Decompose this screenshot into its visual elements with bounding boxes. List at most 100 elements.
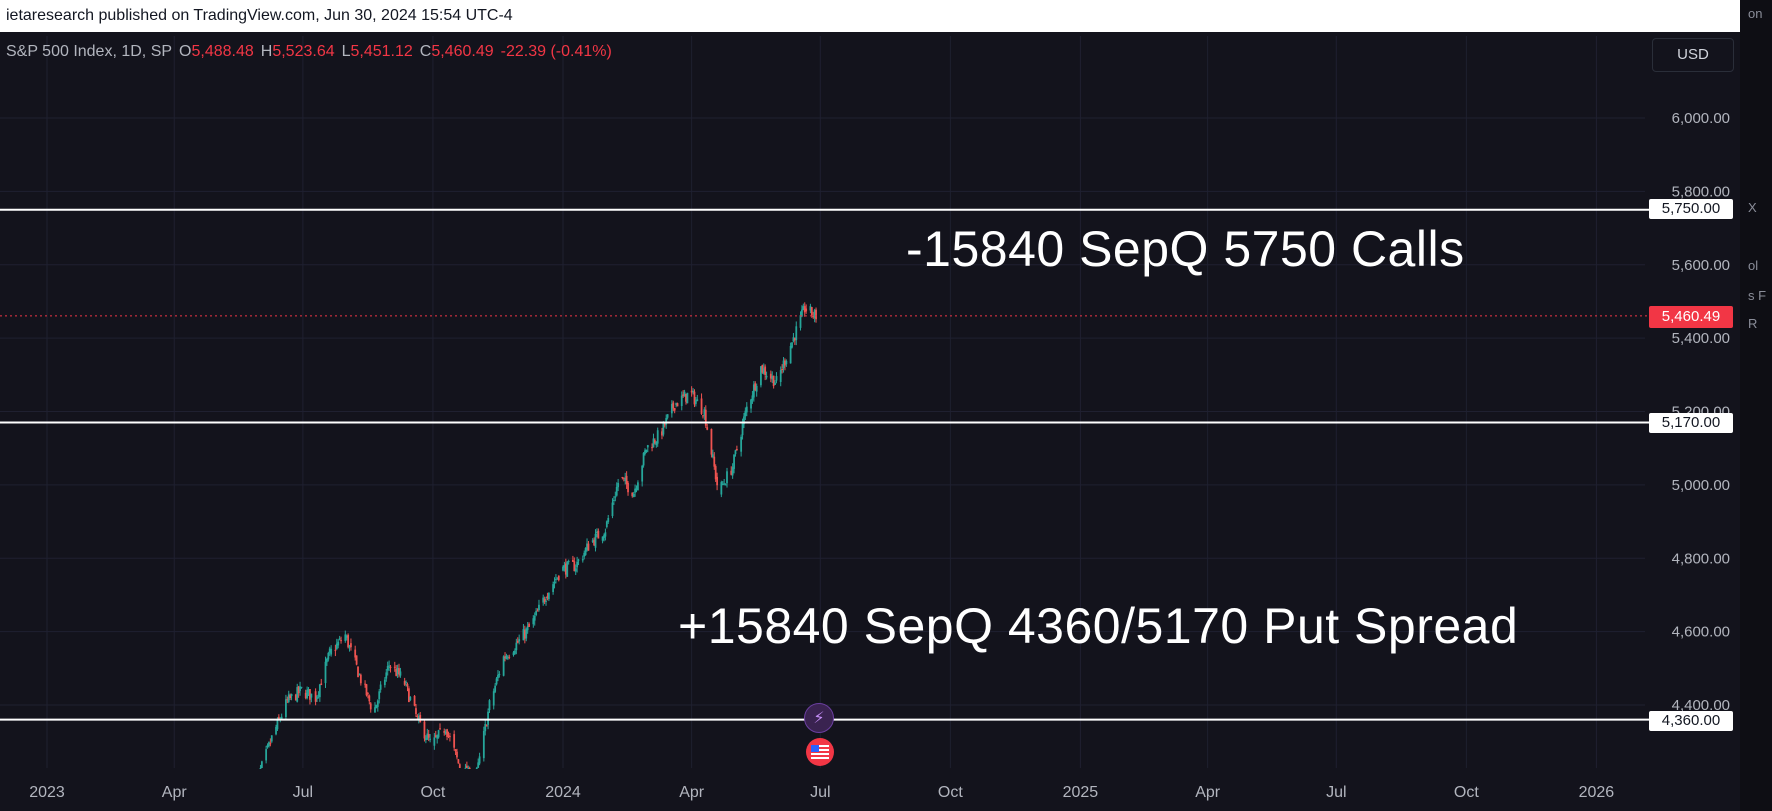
candle-body — [611, 502, 614, 517]
candle-body — [326, 658, 328, 663]
candle-body — [666, 414, 669, 418]
candle-body — [468, 768, 471, 769]
lightning-icon[interactable]: ⚡ — [804, 703, 834, 733]
candle-body — [593, 539, 596, 546]
candle-body — [755, 385, 758, 392]
candle-body — [335, 643, 338, 650]
candle-body — [379, 684, 382, 690]
candle-body — [614, 496, 617, 498]
candle-body — [415, 708, 417, 714]
candle-body — [526, 626, 529, 631]
candle-body — [651, 447, 653, 449]
candle-body — [809, 306, 812, 311]
candle-body — [683, 391, 686, 397]
candle-body — [556, 577, 559, 579]
candle-body — [375, 704, 378, 709]
candle-body — [662, 421, 665, 435]
candle-body — [734, 450, 737, 455]
high-value: 5,523.64 — [272, 43, 335, 60]
strip-fragment: R — [1748, 316, 1758, 331]
candle-body — [764, 366, 767, 376]
candle-body — [745, 406, 748, 413]
candle-body — [583, 552, 586, 557]
us-flag-glyph — [811, 745, 829, 759]
candle-body — [429, 738, 432, 740]
candle-body — [815, 309, 817, 320]
candle-body — [522, 629, 525, 641]
candle-body — [813, 310, 816, 319]
currency-button[interactable]: USD — [1652, 38, 1734, 72]
candle-body — [345, 636, 348, 638]
candle-body — [446, 729, 448, 737]
x-tick-label: Apr — [162, 784, 188, 801]
candle-body — [449, 736, 451, 738]
candle-body — [330, 648, 333, 655]
candle-body — [467, 768, 470, 769]
candle-body — [408, 688, 410, 703]
candle-body — [760, 366, 762, 386]
candle-body — [564, 563, 567, 575]
candle-body — [690, 390, 693, 393]
candle-body — [803, 306, 806, 313]
candle-body — [369, 703, 372, 710]
candle-body — [297, 686, 300, 694]
candle-body — [594, 533, 597, 548]
candle-body — [403, 680, 406, 685]
candle-body — [711, 454, 714, 458]
candle-body — [723, 483, 726, 485]
candle-body — [720, 482, 723, 495]
low-value: 5,451.12 — [350, 43, 413, 60]
candle-body — [612, 499, 615, 501]
candle-body — [574, 568, 577, 572]
candle-body — [494, 685, 497, 692]
candle-body — [328, 648, 331, 653]
candle-body — [269, 743, 272, 745]
candle-body — [700, 398, 703, 414]
candle-body — [627, 482, 629, 493]
candle-body — [724, 484, 727, 486]
candle-body — [632, 493, 635, 498]
candle-body — [596, 531, 598, 533]
candle-body — [743, 416, 745, 425]
adjacent-panel-edge: on X ol s F R — [1740, 0, 1772, 811]
x-tick-label: 2025 — [1063, 784, 1099, 801]
candle-body — [607, 518, 610, 522]
candle-body — [444, 731, 447, 734]
candle-body — [730, 470, 733, 475]
candle-body — [535, 610, 538, 616]
candle-body — [318, 684, 321, 698]
candle-body — [357, 666, 359, 678]
candle-body — [337, 641, 340, 646]
candle-body — [304, 692, 307, 699]
level-label-5750: 5,750.00 — [1649, 199, 1733, 219]
candle-body — [485, 725, 488, 727]
candle-body — [464, 767, 467, 769]
candle-body — [721, 483, 724, 485]
open-key: O — [179, 43, 192, 60]
candle-body — [782, 360, 785, 369]
candle-body — [385, 672, 388, 679]
candle-body — [605, 521, 608, 528]
candle-body — [617, 482, 620, 488]
symbol-label[interactable]: S&P 500 Index, 1D, SP — [6, 43, 173, 60]
candle-body — [454, 749, 457, 752]
candle-body — [324, 661, 327, 684]
candle-body — [504, 656, 506, 659]
level-label-5170: 5,170.00 — [1649, 413, 1733, 433]
candle-body — [801, 309, 803, 317]
candle-body — [458, 764, 461, 768]
candle-body — [523, 630, 526, 639]
us-flag-icon[interactable] — [806, 738, 834, 766]
ohlc-legend: S&P 500 Index, 1D, SP O5,488.48 H5,523.64 L… — [6, 43, 612, 61]
candle-body — [557, 575, 560, 581]
candle-body — [344, 634, 347, 641]
candle-body — [309, 689, 311, 700]
candle-body — [495, 678, 498, 685]
candle-body — [475, 768, 478, 769]
candle-body — [416, 715, 419, 717]
candle-body — [591, 540, 594, 542]
y-tick-label: 5,600.00 — [1672, 257, 1730, 274]
candle-body — [686, 392, 689, 404]
candle-body — [571, 559, 574, 562]
